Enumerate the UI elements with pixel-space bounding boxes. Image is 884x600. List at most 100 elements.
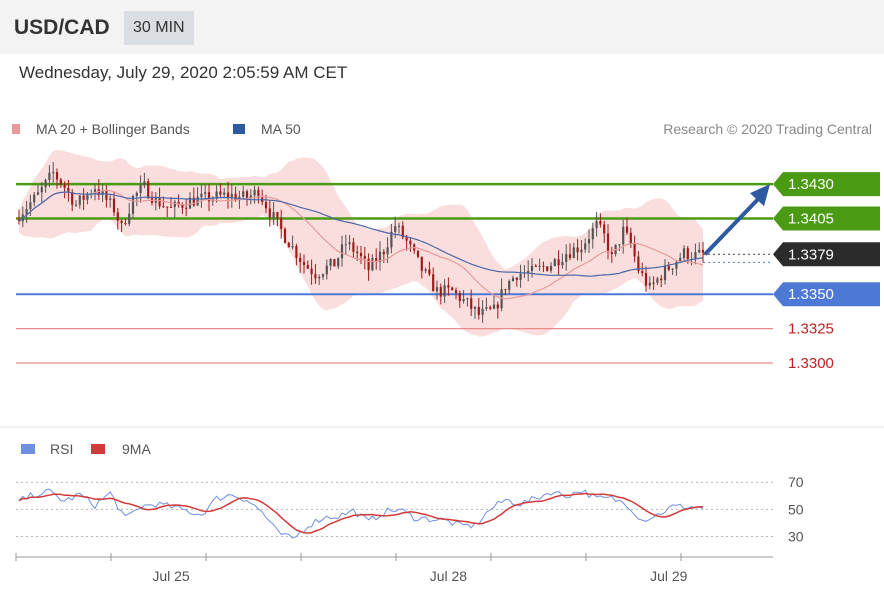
candle-body [652,282,655,284]
candle-body [356,251,359,254]
legend-9ma-swatch [91,444,105,454]
x-tick-label: Jul 28 [430,568,468,584]
candle-body [527,270,530,273]
candle [348,235,351,251]
candle-body [112,198,116,213]
candle-body [264,201,268,209]
candle [196,187,199,206]
candle-body [576,247,579,253]
candle-body [340,244,344,259]
candle-body [375,258,378,262]
candle [694,243,697,265]
candle-body [454,290,458,293]
candle-body [641,271,644,274]
candle-body [584,243,587,250]
candle [622,219,625,254]
candle-body [147,181,150,199]
candle-body [682,248,686,258]
candle-body [192,197,195,206]
candle [473,305,477,319]
candle-body [485,307,488,309]
candle-body [397,225,401,227]
candle-body [500,289,503,309]
candle-body [405,237,408,241]
candle-body [424,269,427,271]
x-tick-label: Jul 25 [152,568,190,584]
candle-body [386,247,389,255]
candle-body [71,192,74,205]
candle [660,274,663,288]
candle [618,244,621,252]
candle-body [671,268,674,270]
candle [78,194,81,209]
candle [188,192,192,209]
candle-body [33,194,36,203]
candle-body [181,204,184,208]
candle-body [29,202,32,210]
candle-body [36,192,40,195]
candle [401,221,404,240]
candle-body [644,273,648,286]
price-tag-3 [773,282,880,307]
candle [454,287,458,300]
candle [128,202,131,227]
candle [295,243,298,266]
candle-body [542,265,545,267]
candle-body [207,192,211,202]
candle-body [325,265,328,275]
candle [447,277,450,296]
candle [253,185,256,204]
candle-body [572,247,575,258]
candle-body [166,206,169,208]
candle [143,172,146,189]
forecast-arrow-shaft [703,195,762,256]
candle [390,223,393,254]
legend-9ma-label: 9MA [122,441,151,457]
candle [257,186,260,204]
bollinger-band [19,150,703,337]
rsi-line [18,488,704,539]
candle [587,229,591,253]
candle [641,262,644,277]
candle-body [223,192,226,195]
candle-body [169,206,173,208]
candle-body [344,244,347,246]
candle-body [477,306,480,315]
candle-body [215,191,218,199]
candle [314,263,317,284]
candle-body [230,193,233,198]
candle [542,261,545,273]
candle [481,300,484,323]
candle-body [359,253,363,257]
candle-body [44,179,47,188]
candle [633,235,636,263]
candle [382,249,385,263]
candle [435,280,439,300]
candle-body [462,298,465,302]
candle-body [158,197,161,207]
candle-body [378,251,382,262]
candle [610,246,613,263]
candle [546,265,549,272]
candle [572,242,575,259]
candle [63,181,66,199]
candle [344,234,347,255]
candle-body [242,191,245,197]
price-label-3: 1.3350 [788,286,834,303]
candle-body [622,226,625,245]
candle [302,254,306,274]
interval-badge[interactable]: 30 MIN [124,11,194,45]
candle [359,246,363,265]
candle-body [515,277,518,280]
price-tag-0 [773,172,880,197]
candle-body [272,212,275,218]
candle-body [435,287,439,292]
ma20-line [18,189,704,300]
candle [337,257,340,270]
candle-body [534,265,537,267]
candle-body [675,261,678,269]
candle [287,241,290,248]
candle [519,264,522,288]
candle [443,279,446,304]
candle-body [698,249,701,253]
